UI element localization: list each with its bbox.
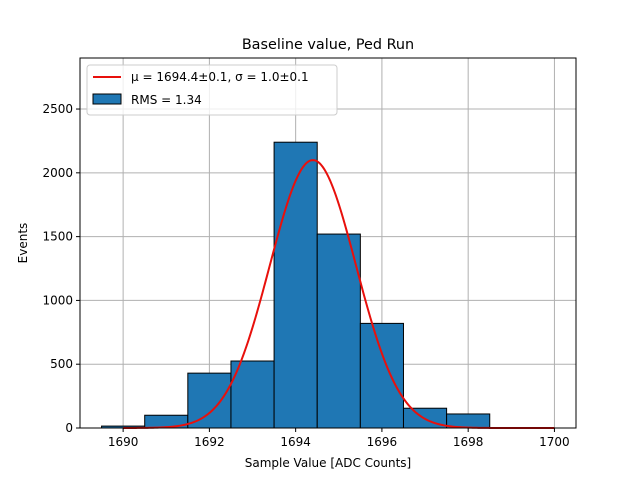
histogram-bars [101,141,491,429]
x-axis-title: Sample Value [ADC Counts] [245,456,411,470]
histogram-bar [359,322,404,429]
y-tick-label: 1500 [42,230,73,244]
chart-title: Baseline value, Ped Run [242,37,414,53]
legend-fit-label: μ = 1694.4±0.1, σ = 1.0±0.1 [131,70,309,84]
y-axis-ticks: 0 500 1000 1500 2000 2500 [42,102,80,435]
y-tick-label: 2000 [42,166,73,180]
legend-hist-swatch [92,93,122,105]
legend-hist-label: RMS = 1.34 [131,93,202,107]
y-axis-title: Events [16,223,30,264]
legend: μ = 1694.4±0.1, σ = 1.0±0.1 RMS = 1.34 [86,64,338,116]
y-tick-label: 2500 [42,102,73,116]
y-tick-label: 0 [65,421,73,435]
x-axis-ticks: 1690 1692 1694 1696 1698 1700 [108,428,570,449]
x-tick-label: 1690 [108,435,139,449]
x-tick-label: 1692 [194,435,225,449]
x-tick-label: 1696 [367,435,398,449]
histogram-bar [273,141,318,429]
legend-box [86,64,338,116]
x-tick-label: 1694 [280,435,311,449]
y-tick-label: 500 [50,357,73,371]
histogram-bar [316,233,361,429]
y-tick-label: 1000 [42,293,73,307]
x-tick-label: 1700 [539,435,570,449]
plot-frame [79,57,577,429]
histogram-bar [187,372,232,429]
x-tick-label: 1698 [453,435,484,449]
